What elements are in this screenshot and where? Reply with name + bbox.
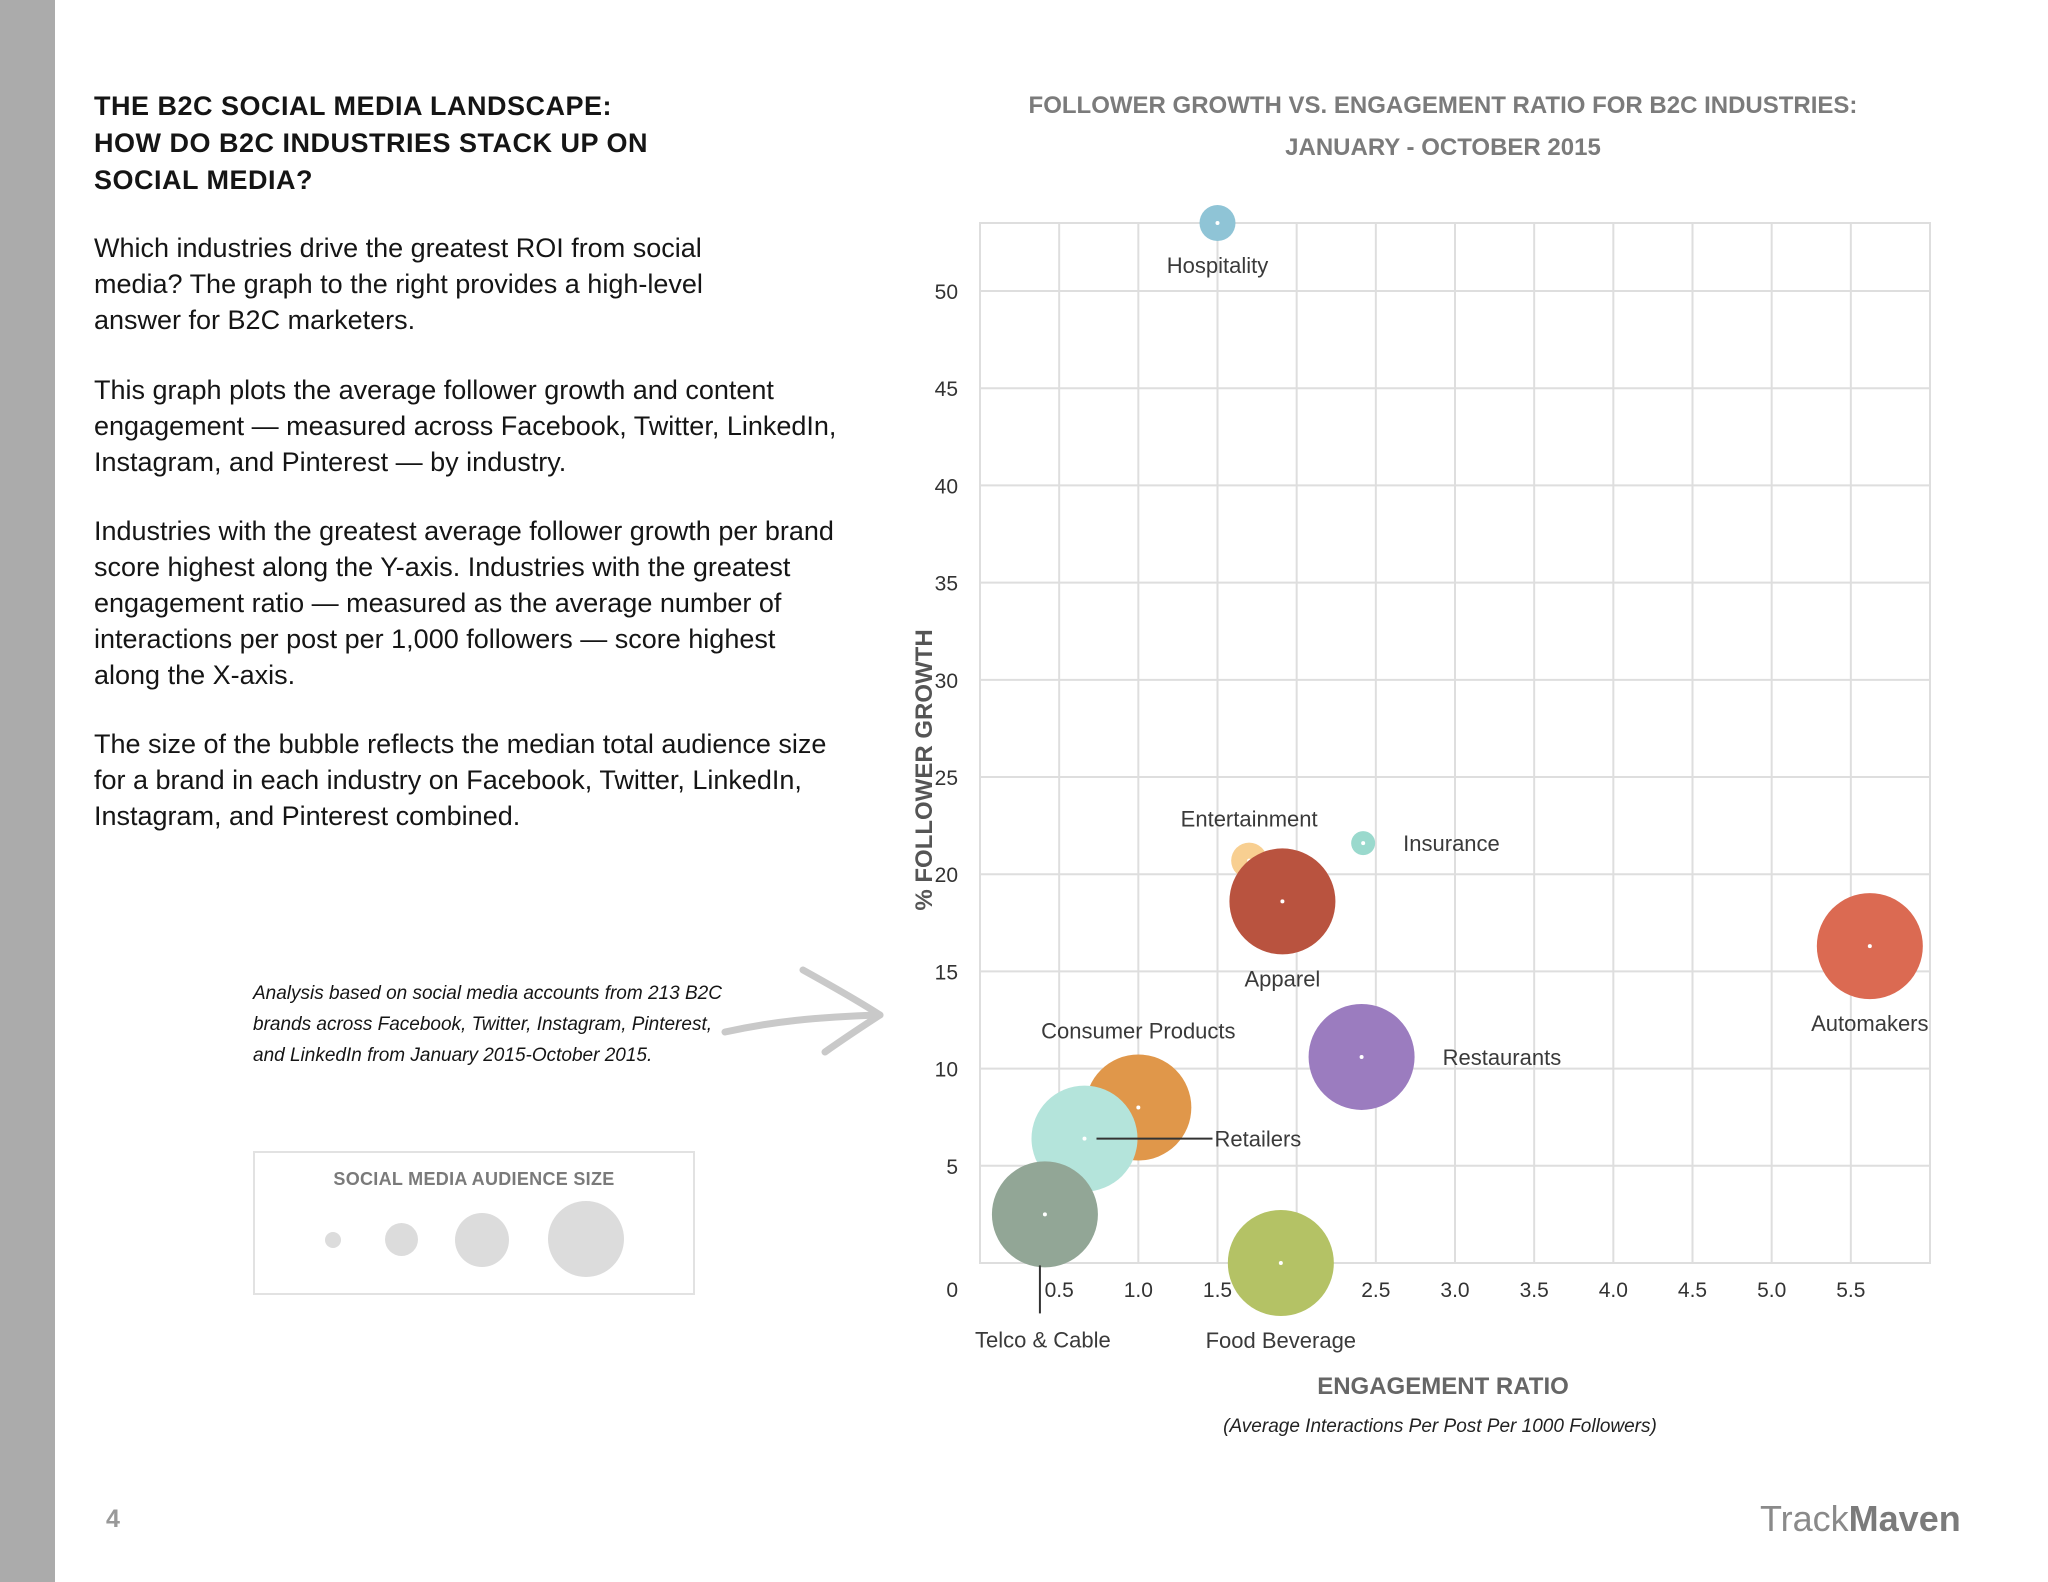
heading-line-2: HOW DO B2C INDUSTRIES STACK UP ON [94, 128, 649, 158]
method-paragraph: This graph plots the average follower gr… [94, 375, 837, 477]
bubble-center-dot [1215, 221, 1220, 225]
analysis-note: Analysis based on social media accounts … [253, 983, 722, 1066]
axes-paragraph: Industries with the greatest average fol… [94, 516, 834, 690]
bubble-label: Retailers [1215, 1127, 1302, 1152]
heading-line-1: THE B2C SOCIAL MEDIA LANDSCAPE: [94, 91, 613, 121]
brand-logo-maven: Maven [1848, 1498, 1961, 1539]
x-tick-label: 1.5 [1203, 1279, 1232, 1302]
x-tick-label: 5.5 [1836, 1279, 1865, 1302]
bubble-label: Insurance [1403, 831, 1500, 856]
bubble-label: Automakers [1811, 1011, 1928, 1036]
chart-title-line-2: JANUARY - OCTOBER 2015 [1285, 134, 1601, 161]
origin-label: 0 [946, 1279, 958, 1302]
x-tick-label: 4.0 [1599, 1279, 1628, 1302]
y-tick-label: 15 [935, 961, 958, 984]
bubble-label: Restaurants [1443, 1045, 1562, 1070]
bubble-label: Apparel [1244, 966, 1320, 991]
bubble-center-dot [1359, 1054, 1364, 1059]
legend-dot-small [325, 1232, 341, 1248]
y-tick-label: 20 [935, 864, 958, 887]
bubble-center-dot [1082, 1136, 1087, 1141]
page-sidebar-bar [0, 0, 55, 1582]
legend-title: SOCIAL MEDIA AUDIENCE SIZE [333, 1169, 615, 1189]
legend-dot-medium [385, 1223, 418, 1256]
bubble-center-dot [1280, 899, 1285, 904]
arrow-icon [721, 966, 884, 1056]
x-tick-label: 2.5 [1361, 1279, 1390, 1302]
heading-line-3: SOCIAL MEDIA? [94, 165, 314, 195]
bubble-label: Food Beverage [1206, 1328, 1356, 1353]
intro-paragraph: Which industries drive the greatest ROI … [94, 233, 703, 335]
y-tick-label: 5 [946, 1156, 958, 1179]
y-tick-label: 10 [935, 1059, 958, 1082]
y-tick-label: 25 [935, 767, 958, 790]
x-tick-label: 3.5 [1520, 1279, 1549, 1302]
x-axis-sublabel: (Average Interactions Per Post Per 1000 … [1223, 1416, 1657, 1437]
y-tick-label: 40 [935, 475, 958, 498]
bubble-center-dot [1042, 1212, 1047, 1217]
chart-bubble-labels: Hospitality Entertainment Insurance Apparel… [975, 253, 1928, 1353]
bubble-label: Telco & Cable [975, 1327, 1111, 1352]
bubble-size-paragraph: The size of the bubble reflects the medi… [94, 729, 827, 831]
page-heading: THE B2C SOCIAL MEDIA LANDSCAPE: HOW DO B… [94, 88, 734, 199]
chart-bubbles [991, 205, 1923, 1316]
brand-logo-track: Track [1760, 1498, 1849, 1539]
x-tick-label: 0.5 [1045, 1279, 1074, 1302]
bubble-label: Entertainment [1181, 807, 1318, 832]
chart-grid [979, 222, 1931, 1264]
brand-logo: TrackMaven [1760, 1498, 1961, 1540]
bubble-center-dot [1867, 944, 1872, 949]
y-tick-label: 35 [935, 573, 958, 596]
x-tick-label: 1.0 [1124, 1279, 1153, 1302]
y-tick-label: 30 [935, 670, 958, 693]
bubble-label: Consumer Products [1041, 1018, 1235, 1043]
bubble-center-dot [1361, 841, 1366, 846]
x-tick-label: 5.0 [1757, 1279, 1786, 1302]
audience-size-legend: SOCIAL MEDIA AUDIENCE SIZE [253, 1151, 695, 1295]
chart-title-line-1: FOLLOWER GROWTH VS. ENGAGEMENT RATIO FOR… [1029, 92, 1858, 119]
x-tick-label: 4.5 [1678, 1279, 1707, 1302]
x-tick-label: 3.0 [1440, 1279, 1469, 1302]
legend-dot-xlarge [548, 1201, 624, 1277]
y-tick-label: 50 [935, 281, 958, 304]
bubble-label: Hospitality [1167, 253, 1268, 278]
legend-dot-large [455, 1213, 509, 1267]
bubble-center-dot [1136, 1105, 1141, 1110]
y-axis-label: % FOLLOWER GROWTH [911, 629, 938, 910]
x-axis-label: ENGAGEMENT RATIO [1317, 1373, 1569, 1400]
y-tick-label: 45 [935, 378, 958, 401]
page-number: 4 [106, 1505, 120, 1533]
chart-axis-ticks: 0.5 1.0 1.5 2.5 3.0 3.5 4.0 4.5 5.0 5.5 5 10 15 20 25 3… [935, 281, 1866, 1302]
bubble-center-dot [1278, 1261, 1283, 1265]
